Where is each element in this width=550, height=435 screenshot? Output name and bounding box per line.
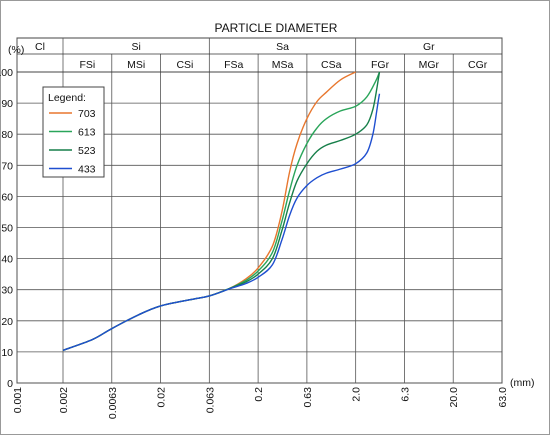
x-tick-label: 0.063 (204, 387, 216, 413)
y-axis-label: (%) (8, 44, 24, 56)
soil-subgroup-label: MSa (272, 59, 294, 71)
y-tick-label: 0 (7, 378, 13, 390)
soil-group-label: Cl (35, 41, 45, 53)
x-tick-label: 2.0 (351, 387, 363, 402)
x-tick-label: 6.3 (399, 387, 411, 402)
y-tick-label: 50 (1, 223, 13, 235)
x-tick-label: 0.001 (12, 387, 24, 413)
soil-subgroup-label: FGr (371, 59, 390, 71)
series-line-433 (62, 93, 381, 351)
soil-subgroup-label: CSa (321, 59, 342, 71)
soil-subgroup-label: MGr (419, 59, 440, 71)
legend-label-613: 613 (78, 127, 96, 139)
soil-subgroup-label: FSi (80, 59, 96, 71)
y-tick-label: 40 (1, 254, 13, 266)
y-tick-label: 90 (1, 98, 13, 110)
soil-subgroup-label: MSi (127, 59, 145, 71)
x-tick-label: 63.0 (497, 387, 509, 408)
x-tick-label: 0.002 (58, 387, 70, 413)
legend-label-703: 703 (78, 108, 96, 120)
legend-label-433: 433 (78, 164, 96, 176)
x-tick-label: 0.0063 (107, 387, 119, 419)
y-tick-label: 10 (1, 347, 13, 359)
y-tick-label: 20 (1, 316, 13, 328)
x-tick-label: 0.63 (302, 387, 314, 408)
soil-subgroup-label: CSi (176, 59, 193, 71)
soil-group-label: Sa (276, 41, 289, 53)
y-tick-label: 70 (1, 160, 13, 172)
x-tick-label: 0.2 (253, 387, 265, 402)
y-tick-label: 30 (1, 285, 13, 297)
y-tick-label: 100 (0, 67, 13, 79)
legend-title: Legend: (48, 92, 86, 104)
soil-subgroup-label: CGr (468, 59, 488, 71)
y-tick-label: 80 (1, 129, 13, 141)
x-tick-label: 20.0 (448, 387, 460, 408)
chart-title: PARTICLE DIAMETER (215, 21, 338, 35)
x-tick-label: 0.02 (156, 387, 168, 408)
soil-subgroup-label: FSa (224, 59, 243, 71)
legend-label-523: 523 (78, 145, 96, 157)
soil-group-label: Si (131, 41, 140, 53)
y-tick-label: 60 (1, 191, 13, 203)
soil-group-label: Gr (423, 41, 435, 53)
x-axis-label: (mm) (510, 377, 535, 389)
